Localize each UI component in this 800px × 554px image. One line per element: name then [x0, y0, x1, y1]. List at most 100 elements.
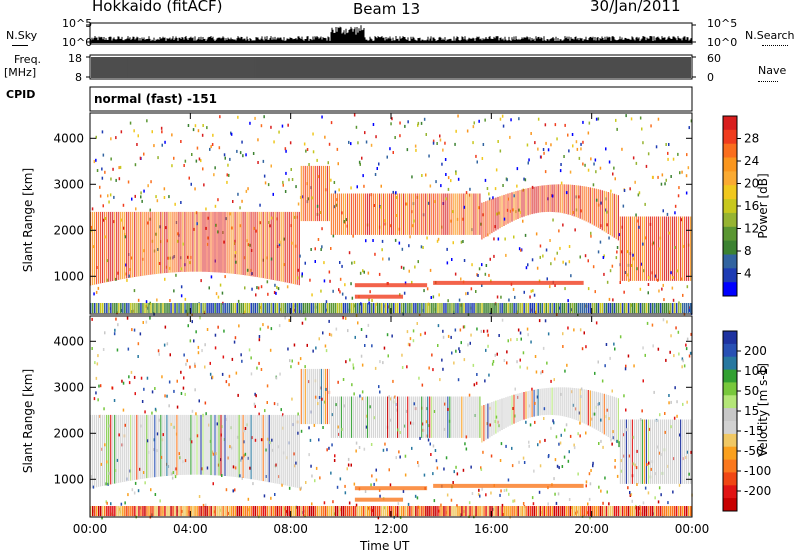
heatmap-cell [400, 265, 403, 269]
heatmap-cell [671, 216, 674, 281]
heatmap-cell [118, 506, 120, 517]
heatmap-cell [403, 506, 405, 517]
colorbar-tick-label: 4 [744, 267, 752, 281]
heatmap-cell [377, 506, 379, 517]
heatmap-cell [103, 218, 105, 222]
heatmap-cell [330, 247, 332, 250]
heatmap-cell [435, 459, 438, 463]
heatmap-cell [151, 130, 153, 134]
heatmap-cell [182, 303, 184, 314]
heatmap-cell [431, 303, 433, 314]
x-axis-label: Time UT [360, 539, 410, 553]
heatmap-cell [96, 266, 98, 269]
heatmap-cell [657, 506, 660, 517]
heatmap-cell [186, 506, 188, 517]
heatmap-cell [350, 303, 353, 314]
heatmap-cell [686, 153, 688, 157]
heatmap-cell [372, 123, 375, 126]
heatmap-cell [146, 119, 148, 123]
heatmap-cell [380, 184, 382, 188]
heatmap-cell [374, 396, 377, 438]
heatmap-cell [128, 414, 130, 481]
heatmap-cell [479, 303, 481, 314]
heatmap-cell [461, 303, 463, 314]
heatmap-cell [345, 218, 348, 222]
heatmap-cell [435, 303, 437, 314]
heatmap-cell [166, 506, 168, 517]
heatmap-cell [166, 239, 168, 243]
heatmap-cell [519, 365, 521, 369]
heatmap-cell [465, 447, 468, 451]
heatmap-cell [680, 419, 682, 484]
heatmap-cell [607, 506, 610, 517]
heatmap-cell [444, 158, 447, 161]
heatmap-cell [299, 357, 302, 361]
heatmap-cell [190, 182, 192, 186]
heatmap-cell [189, 437, 191, 441]
heatmap-cell [96, 303, 98, 314]
heatmap-cell [214, 303, 216, 314]
heatmap-cell [256, 286, 258, 290]
heatmap-cell [334, 506, 337, 517]
heatmap-cell [445, 396, 447, 438]
heatmap-cell [539, 506, 541, 517]
heatmap-cell [302, 368, 304, 425]
heatmap-cell [204, 211, 206, 272]
heatmap-cell [489, 506, 491, 517]
heatmap-cell [468, 501, 471, 505]
heatmap-cell [192, 506, 194, 517]
heatmap-cell [639, 506, 642, 517]
heatmap-cell [272, 414, 274, 483]
heatmap-cell [365, 239, 367, 243]
heatmap-cell [290, 241, 293, 245]
heatmap-cell [208, 303, 210, 314]
heatmap-cell [223, 329, 225, 333]
heatmap-cell [216, 303, 218, 314]
heatmap-cell [677, 330, 680, 334]
heatmap-cell [212, 452, 215, 456]
heatmap-cell [672, 276, 674, 279]
heatmap-cell [160, 211, 162, 274]
heatmap-cell [619, 281, 621, 284]
heatmap-cell [639, 303, 642, 314]
heatmap-cell [417, 260, 419, 264]
heatmap-cell [659, 216, 662, 281]
heatmap-cell [186, 359, 188, 363]
heatmap-cell [634, 506, 637, 510]
heatmap-cell [632, 253, 634, 257]
heatmap-cell [300, 486, 302, 490]
heatmap-cell [655, 506, 658, 517]
heatmap-cell [540, 371, 542, 375]
heatmap-cell [530, 340, 532, 344]
heatmap-cell [134, 211, 136, 277]
heatmap-cell [595, 321, 598, 325]
heatmap-cell [378, 385, 380, 389]
heatmap-cell [612, 172, 614, 176]
heatmap-cell [244, 286, 246, 290]
heatmap-cell [162, 303, 164, 314]
heatmap-cell [162, 433, 164, 437]
heatmap-cell [366, 414, 368, 418]
heatmap-cell [560, 163, 562, 166]
heatmap-cell [462, 325, 465, 329]
heatmap-cell [540, 511, 542, 514]
heatmap-cell [221, 425, 223, 429]
heatmap-cell [361, 390, 364, 394]
heatmap-cell [90, 506, 92, 517]
heatmap-cell [124, 303, 126, 314]
heatmap-cell [382, 361, 384, 365]
heatmap-cell [515, 394, 517, 423]
heatmap-cell [195, 159, 198, 163]
heatmap-cell [450, 335, 452, 339]
colorbar-swatch [723, 498, 737, 512]
heatmap-cell [559, 387, 561, 416]
heatmap-cell [336, 147, 339, 151]
heatmap-cell [258, 506, 261, 517]
heatmap-cell [439, 134, 441, 138]
heatmap-cell [319, 476, 321, 480]
heatmap-cell [427, 396, 429, 438]
heatmap-cell [359, 162, 361, 166]
heatmap-cell [126, 278, 128, 282]
heatmap-cell [108, 200, 110, 204]
heatmap-cell [459, 303, 461, 314]
